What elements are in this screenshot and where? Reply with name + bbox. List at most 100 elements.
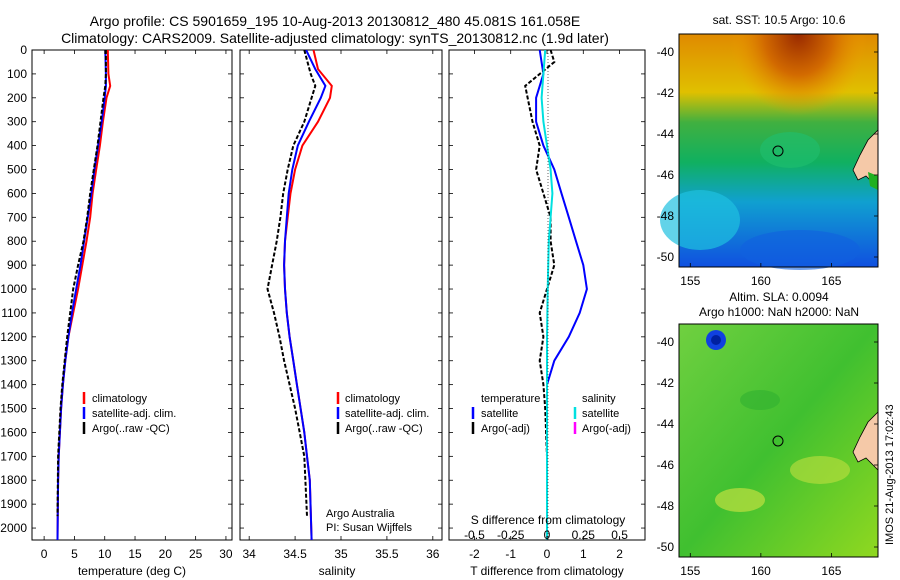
depth-tick-label: 1800 (0, 473, 27, 487)
x-tick-label: 10 (98, 547, 112, 561)
depth-tick-label: 2000 (0, 521, 27, 535)
s-difference-axis-label: S difference from climatology (471, 513, 626, 527)
figure-title-line1: Argo profile: CS 5901659_195 10-Aug-2013… (90, 13, 580, 29)
imos-watermark: IMOS 21-Aug-2013 17:02:43 (884, 404, 896, 545)
depth-tick-label: 1900 (0, 497, 27, 511)
sst-map (660, 33, 879, 270)
lon-tick-label: 155 (680, 564, 700, 578)
x-tick-label: -1 (505, 547, 516, 561)
depth-tick-label: 1700 (0, 449, 27, 463)
lat-tick-label: -46 (657, 168, 675, 182)
legend-header-temperature: temperature (481, 393, 540, 405)
legend-label-climatology: climatology (345, 393, 401, 405)
lon-tick-label: 165 (821, 274, 841, 288)
difference-legend: temperature salinity satellite Argo(-adj… (471, 393, 631, 435)
series-line-argo-raw-qc- (56, 50, 107, 517)
depth-tick-label: 700 (7, 210, 27, 224)
depth-tick-label: 200 (7, 91, 27, 105)
sla-map-axes: 155 160 165 -40 -42 -44 -46 -48 -50 (657, 335, 878, 578)
legend-label-argo: Argo(..raw -QC) (92, 423, 170, 435)
temperature-legend: climatology satellite-adj. clim. Argo(..… (82, 392, 176, 435)
x-tick-label: 0 (41, 547, 48, 561)
depth-tick-label: 1200 (0, 330, 27, 344)
x-tick-label: 5 (71, 547, 78, 561)
x-axes: 0 5 10 15 20 25 30 34 34.5 35 35.5 36 -2 -1 0 1 2 -0.5 -0.… (41, 50, 628, 561)
series-line-satellite-adj-clim- (56, 50, 107, 540)
depth-tick-label: 500 (7, 163, 27, 177)
lat-tick-label: -50 (657, 250, 675, 264)
depth-tick-label: 1400 (0, 378, 27, 392)
legend-label-argo: Argo(..raw -QC) (345, 423, 423, 435)
lat-tick-label: -46 (657, 458, 675, 472)
s-diff-tick-label: -0.5 (464, 528, 485, 542)
t-difference-axis-label: T difference from climatology (470, 564, 624, 578)
depth-tick-label: 600 (7, 186, 27, 200)
legend-label-t-argo: Argo(-adj) (481, 423, 530, 435)
temperature-series (56, 50, 112, 540)
legend-label-t-satellite: satellite (481, 408, 518, 420)
sla-map-title-line1: Altim. SLA: 0.0094 (729, 290, 829, 304)
depth-tick-label: 100 (7, 67, 27, 81)
x-tick-label: 25 (189, 547, 203, 561)
sla-map-title-line2: Argo h1000: NaN h2000: NaN (699, 305, 859, 319)
x-tick-label: 35 (334, 547, 348, 561)
lat-tick-label: -40 (657, 335, 675, 349)
series-line-satellite-adj-clim- (283, 50, 327, 540)
salinity-axis-label: salinity (319, 564, 356, 578)
legend-label-satellite: satellite-adj. clim. (92, 408, 176, 420)
depth-tick-label: 1100 (1, 306, 27, 320)
depth-tick-label: 1600 (0, 425, 27, 439)
x-tick-label: 0 (544, 547, 551, 561)
legend-label-s-satellite: satellite (582, 408, 619, 420)
lon-tick-label: 160 (751, 564, 771, 578)
pi-note: PI: Susan Wijffels (326, 522, 412, 534)
legend-header-salinity: salinity (582, 393, 616, 405)
x-tick-label: 34.5 (283, 547, 307, 561)
series-line-argo-adj- (524, 50, 556, 517)
x-tick-label: 35.5 (375, 547, 399, 561)
x-tick-label: 20 (159, 547, 173, 561)
lat-tick-label: -40 (657, 45, 675, 59)
salinity-series (266, 50, 333, 540)
lat-tick-label: -44 (657, 127, 675, 141)
sst-map-axes: 155 160 165 -40 -42 -44 -46 -48 -50 (657, 45, 878, 288)
depth-tick-label: 1500 (0, 402, 27, 416)
x-tick-label: 1 (580, 547, 587, 561)
depth-tick-label: 1000 (0, 282, 27, 296)
x-tick-label: -2 (469, 547, 480, 561)
lat-tick-label: -48 (657, 209, 675, 223)
depth-tick-label: 0 (20, 43, 27, 57)
argo-group-note: Argo Australia (326, 508, 395, 520)
lon-tick-label: 160 (751, 274, 771, 288)
depth-axis: 0 100 200 300 400 500 600 700 800 900 1000 1100 1200… (0, 43, 645, 535)
lat-tick-label: -42 (657, 86, 675, 100)
x-tick-label: 30 (219, 547, 233, 561)
depth-tick-label: 1300 (0, 354, 27, 368)
salinity-legend: climatology satellite-adj. clim. Argo(..… (336, 392, 429, 435)
legend-label-climatology: climatology (92, 393, 148, 405)
salinity-panel-frame (239, 49, 443, 541)
depth-tick-label: 400 (7, 139, 27, 153)
sla-field (679, 324, 878, 557)
legend-label-s-argo: Argo(-adj) (582, 423, 631, 435)
series-line-satellite (540, 50, 554, 540)
lat-tick-label: -42 (657, 376, 675, 390)
x-tick-label: 34 (243, 547, 257, 561)
land-new-zealand (852, 411, 879, 471)
s-diff-tick-label: -0.25 (497, 528, 525, 542)
sst-map-title: sat. SST: 10.5 Argo: 10.6 (713, 13, 846, 27)
temperature-axis-label: temperature (deg C) (78, 564, 186, 578)
sla-map (678, 323, 879, 558)
float-location-marker (772, 435, 784, 447)
float-location-marker (772, 145, 784, 157)
temperature-panel-frame (31, 49, 233, 541)
x-tick-label: 2 (616, 547, 623, 561)
figure-title-line2: Climatology: CARS2009. Satellite-adjuste… (61, 30, 609, 46)
lat-tick-label: -50 (657, 540, 675, 554)
x-tick-label: 15 (128, 547, 142, 561)
difference-series (524, 50, 588, 540)
s-diff-tick-label: 0.25 (572, 528, 596, 542)
lon-tick-label: 155 (680, 274, 700, 288)
lon-tick-label: 165 (821, 564, 841, 578)
